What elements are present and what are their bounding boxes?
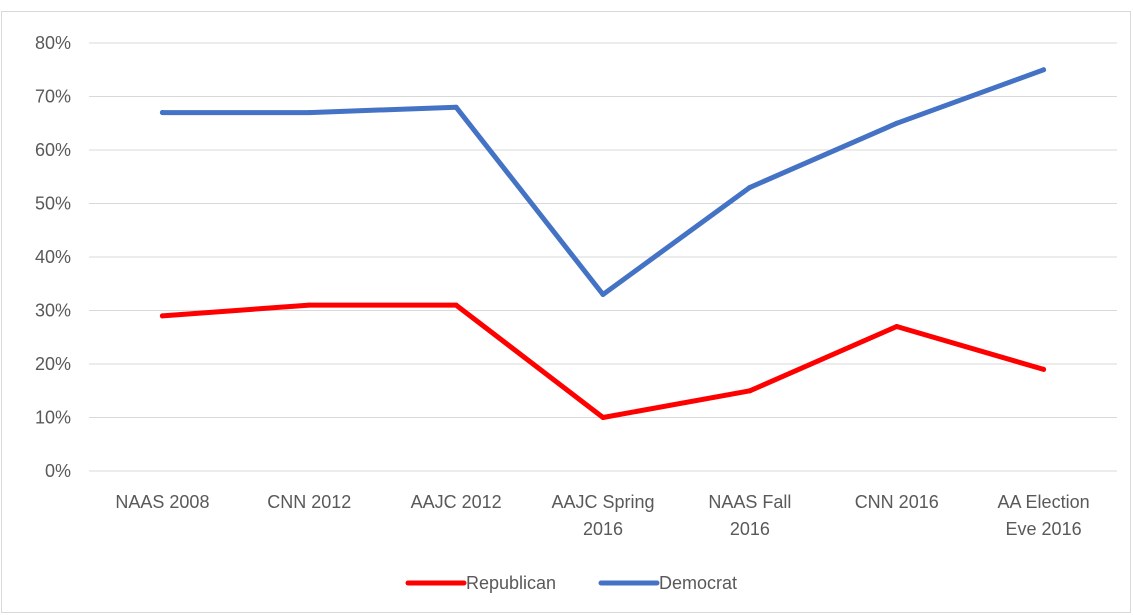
x-tick-label: AAJC 2012 xyxy=(411,492,502,512)
data-point-republican xyxy=(453,302,459,308)
data-point-democrat xyxy=(159,110,165,116)
data-point-democrat xyxy=(1041,67,1047,73)
data-point-democrat xyxy=(306,110,312,116)
y-axis-tick-labels: 0% 10% 20% 30% 40% 50% 60% 70% 80% xyxy=(35,33,71,481)
data-point-republican xyxy=(600,415,606,420)
x-tick-label: AA Election Eve 2016 xyxy=(998,492,1090,539)
y-tick-label: 80% xyxy=(35,33,71,53)
data-point-republican xyxy=(747,388,753,394)
series-lines xyxy=(159,67,1047,420)
data-point-democrat xyxy=(894,120,900,126)
x-tick-label: CNN 2012 xyxy=(267,492,351,512)
legend-label-democrat: Democrat xyxy=(659,573,737,593)
legend: Republican Democrat xyxy=(405,573,737,593)
y-tick-label: 20% xyxy=(35,354,71,374)
x-tick-label: NAAS Fall 2016 xyxy=(708,492,791,539)
data-point-democrat xyxy=(453,104,459,110)
data-point-republican xyxy=(1041,366,1047,372)
data-point-republican xyxy=(159,313,165,319)
x-tick-label: AAJC Spring 2016 xyxy=(551,492,654,539)
gridlines xyxy=(89,42,1117,472)
y-tick-label: 60% xyxy=(35,140,71,160)
y-tick-label: 50% xyxy=(35,194,71,214)
x-tick-label: NAAS 2008 xyxy=(115,492,209,512)
y-tick-label: 40% xyxy=(35,247,71,267)
data-point-republican xyxy=(306,302,312,308)
y-tick-label: 30% xyxy=(35,301,71,321)
y-tick-label: 70% xyxy=(35,87,71,107)
legend-label-republican: Republican xyxy=(466,573,556,593)
series-line-democrat xyxy=(159,67,1047,297)
data-point-democrat xyxy=(747,184,753,190)
series-line-republican xyxy=(159,302,1047,420)
data-point-republican xyxy=(894,324,900,330)
data-point-democrat xyxy=(600,291,606,297)
y-tick-label: 0% xyxy=(45,461,71,481)
y-tick-label: 10% xyxy=(35,408,71,428)
x-axis-tick-labels: NAAS 2008 CNN 2012 AAJC 2012 AAJC Spring 201… xyxy=(115,492,1089,539)
x-tick-label: CNN 2016 xyxy=(855,492,939,512)
